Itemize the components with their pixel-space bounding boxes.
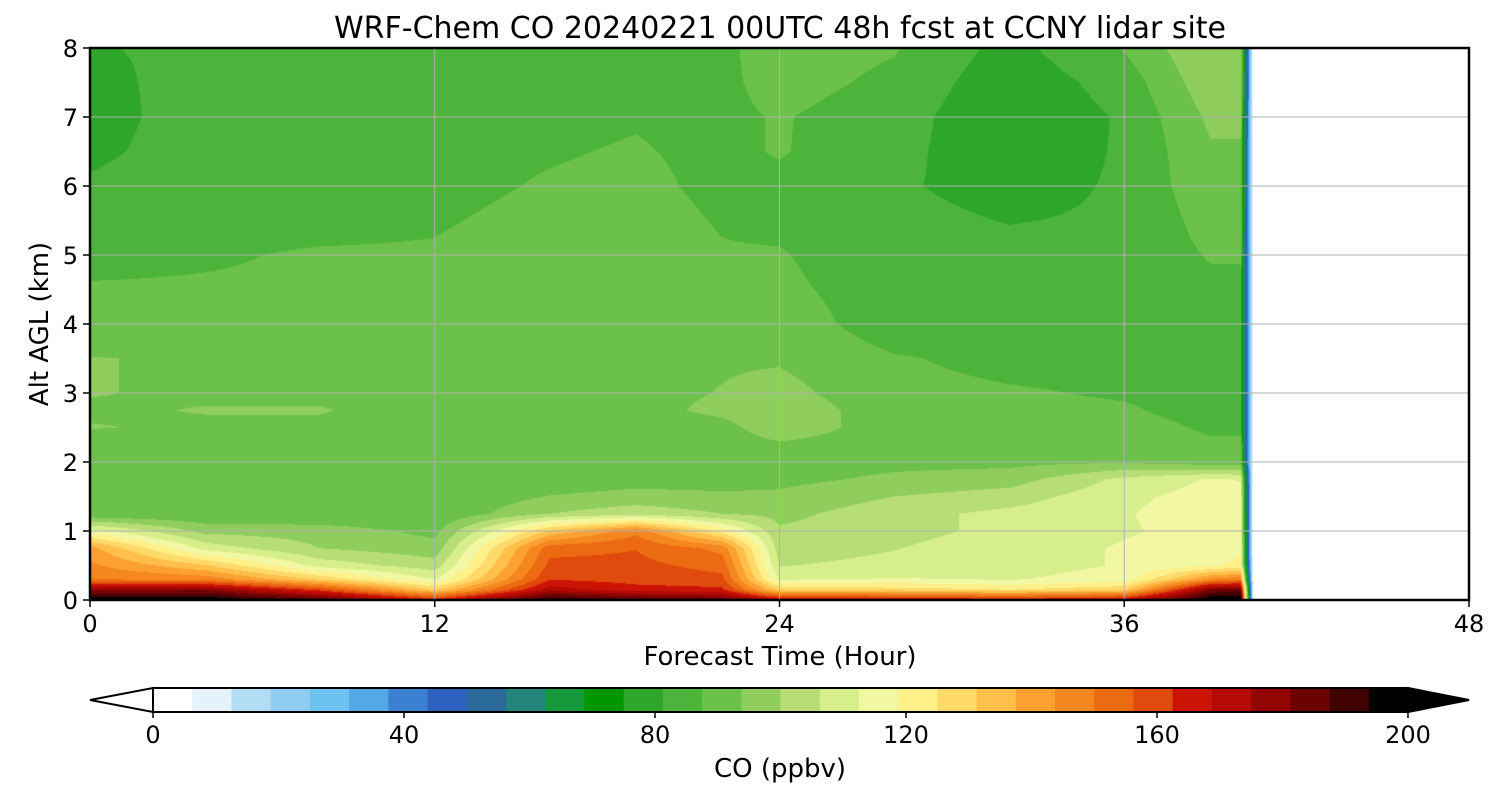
colorbar-swatch bbox=[623, 688, 664, 712]
colorbar-swatch bbox=[153, 688, 193, 712]
colorbar-swatch bbox=[309, 688, 350, 712]
colorbar-swatch bbox=[349, 688, 389, 712]
plot-area bbox=[88, 46, 1471, 602]
x-tick-label: 48 bbox=[1454, 610, 1485, 638]
colorbar-swatch bbox=[1133, 688, 1174, 712]
colorbar-extend-min bbox=[89, 686, 154, 714]
colorbar-swatch bbox=[702, 688, 742, 712]
y-axis: 0 1 2 3 4 5 6 7 8 bbox=[63, 35, 90, 615]
x-tick-label: 36 bbox=[1109, 610, 1140, 638]
colorbar-swatch bbox=[1094, 688, 1135, 712]
colorbar-swatch bbox=[505, 688, 546, 712]
colorbar-swatch bbox=[192, 688, 233, 712]
x-tick-label: 24 bbox=[764, 610, 795, 638]
y-tick-label: 1 bbox=[63, 518, 78, 546]
colorbar: 0 40 80 120 160 200 CO (ppbv) bbox=[89, 686, 1470, 784]
y-tick-label: 8 bbox=[63, 35, 78, 63]
x-tick-label: 0 bbox=[82, 610, 97, 638]
colorbar-swatch bbox=[976, 688, 1017, 712]
colorbar-tick-label: 0 bbox=[145, 721, 160, 749]
chart-title: WRF-Chem CO 20240221 00UTC 48h fcst at C… bbox=[334, 11, 1226, 46]
colorbar-swatch bbox=[1015, 688, 1056, 712]
colorbar-tick-label: 80 bbox=[640, 721, 671, 749]
colorbar-swatch bbox=[1251, 688, 1291, 712]
colorbar-swatch bbox=[231, 688, 272, 712]
colorbar-ticks: 0 40 80 120 160 200 bbox=[145, 712, 1431, 749]
colorbar-label: CO (ppbv) bbox=[714, 754, 846, 784]
y-tick-label: 5 bbox=[63, 242, 78, 270]
y-tick-label: 6 bbox=[63, 173, 78, 201]
colorbar-tick-label: 40 bbox=[389, 721, 420, 749]
y-tick-label: 4 bbox=[63, 311, 78, 339]
colorbar-swatches bbox=[153, 688, 1409, 712]
colorbar-swatch bbox=[1211, 688, 1252, 712]
colorbar-extend-max bbox=[1407, 686, 1470, 714]
colorbar-swatch bbox=[466, 688, 507, 712]
colorbar-swatch bbox=[1172, 688, 1213, 712]
colorbar-swatch bbox=[1368, 688, 1409, 712]
colorbar-swatch bbox=[662, 688, 703, 712]
y-tick-label: 3 bbox=[63, 380, 78, 408]
colorbar-swatch bbox=[819, 688, 860, 712]
colorbar-swatch bbox=[898, 688, 938, 712]
colorbar-swatch bbox=[1055, 688, 1095, 712]
x-axis-label: Forecast Time (Hour) bbox=[643, 642, 916, 672]
x-tick-label: 12 bbox=[419, 610, 450, 638]
colorbar-swatch bbox=[741, 688, 782, 712]
colorbar-swatch bbox=[270, 688, 311, 712]
colorbar-swatch bbox=[780, 688, 821, 712]
y-tick-label: 2 bbox=[63, 449, 78, 477]
y-tick-label: 0 bbox=[63, 587, 78, 615]
colorbar-tick-label: 200 bbox=[1385, 721, 1431, 749]
colorbar-swatch bbox=[1329, 688, 1370, 712]
colorbar-swatch bbox=[584, 688, 625, 712]
colorbar-tick-label: 160 bbox=[1134, 721, 1180, 749]
colorbar-swatch bbox=[388, 688, 429, 712]
colorbar-frame bbox=[152, 687, 1409, 713]
colorbar-swatch bbox=[427, 688, 468, 712]
colorbar-tick-label: 120 bbox=[883, 721, 929, 749]
colorbar-swatch bbox=[1290, 688, 1331, 712]
y-axis-label: Alt AGL (km) bbox=[25, 242, 55, 406]
x-axis: 0 12 24 36 48 bbox=[82, 600, 1484, 638]
y-tick-label: 7 bbox=[63, 104, 78, 132]
colorbar-swatch bbox=[858, 688, 899, 712]
colorbar-swatch bbox=[545, 688, 586, 712]
colorbar-swatch bbox=[937, 688, 978, 712]
